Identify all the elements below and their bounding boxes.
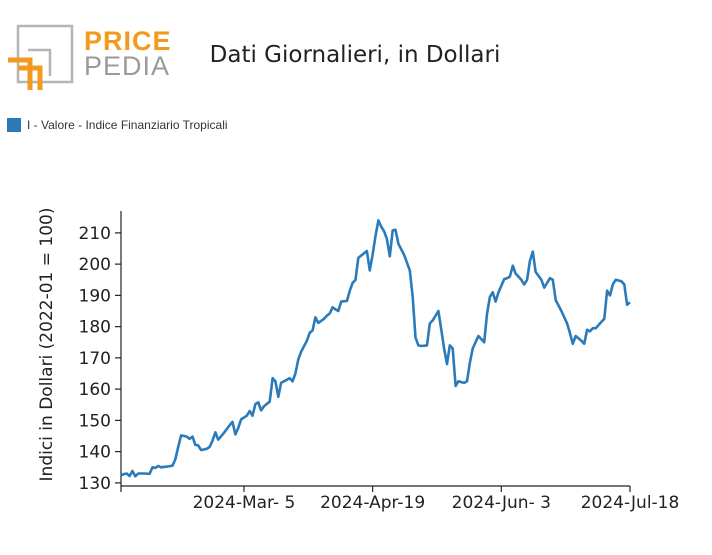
y-tick-label: 210 <box>79 224 111 244</box>
x-tick-label: 2024-Jun- 3 <box>452 493 551 513</box>
chart-title: Dati Giornalieri, in Dollari <box>0 42 712 68</box>
x-axis: 2024-Mar- 5 2024-Apr-19 2024-Jun- 3 2024-Ju… <box>120 485 680 513</box>
y-tick-label: 160 <box>79 380 111 400</box>
x-tick-label: 2024-Jul-18 <box>581 493 680 513</box>
series-group <box>120 219 631 478</box>
chart-legend: I - Valore - Indice Finanziario Tropical… <box>7 118 228 132</box>
legend-label: I - Valore - Indice Finanziario Tropical… <box>27 118 228 132</box>
chart-title-text: Dati Giornalieri, in Dollari <box>209 42 501 68</box>
x-tick-label: 2024-Apr-19 <box>320 493 425 513</box>
pricepedia-logo: PRICE PEDIA <box>6 24 171 94</box>
y-tick-label: 200 <box>79 255 111 275</box>
legend-swatch <box>7 118 21 132</box>
logo-mark-icon <box>8 24 74 90</box>
logo-word-pedia: PEDIA <box>84 51 171 81</box>
y-tick-label: 130 <box>79 474 111 494</box>
y-tick-label: 140 <box>79 443 111 463</box>
logo-word-price: PRICE <box>84 26 172 56</box>
y-tick-label: 180 <box>79 318 111 338</box>
y-tick-label: 150 <box>79 411 111 431</box>
y-axis: 130 140 150 160 170 180 190 200 210 <box>79 211 122 494</box>
series-line-0 <box>120 219 631 478</box>
x-tick-label: 2024-Mar- 5 <box>193 493 296 513</box>
y-axis-label: Indici in Dollari (2022-01 = 100) <box>37 208 57 482</box>
y-tick-label: 190 <box>79 286 111 306</box>
y-tick-label: 170 <box>79 349 111 369</box>
